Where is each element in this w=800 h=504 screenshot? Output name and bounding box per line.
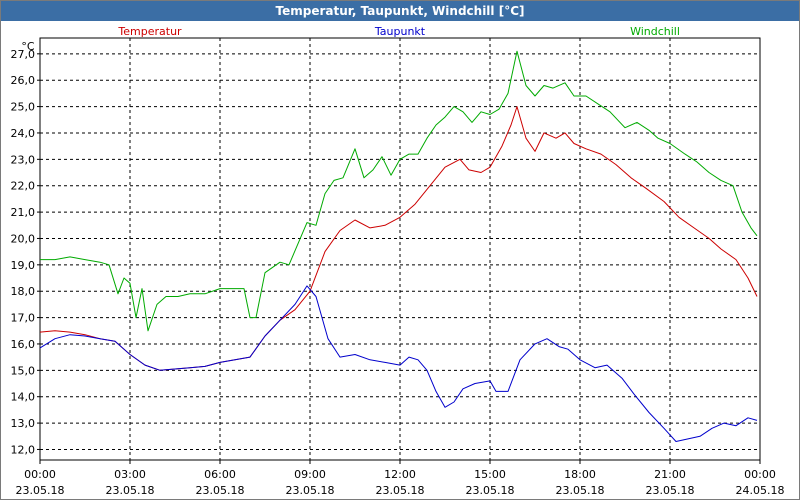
series-line-taupunkt — [39, 285, 758, 442]
x-tick-label-time: 18:00 — [564, 468, 596, 481]
y-tick-label: 20,0 — [11, 232, 36, 245]
x-tick-label-date: 24.05.18 — [736, 484, 785, 497]
x-tick-label-date: 23.05.18 — [376, 484, 425, 497]
x-tick-label-date: 23.05.18 — [286, 484, 335, 497]
x-tick-label-time: 15:00 — [474, 468, 506, 481]
x-tick-label-time: 09:00 — [294, 468, 326, 481]
y-tick-label: 14,0 — [11, 391, 36, 404]
y-tick-label: 13,0 — [11, 417, 36, 430]
y-tick-label: 26,0 — [11, 74, 36, 87]
y-tick-label: 21,0 — [11, 206, 36, 219]
x-tick-label-date: 23.05.18 — [646, 484, 695, 497]
x-tick-label-time: 03:00 — [114, 468, 146, 481]
x-tick-label-time: 21:00 — [654, 468, 686, 481]
y-tick-label: 12,0 — [11, 443, 36, 456]
labels-layer: 12,0 13,0 14,0 15,0 16,0 17,0 18,0 19,0 20,0 21,0… — [11, 25, 785, 497]
x-tick-label-date: 23.05.18 — [16, 484, 65, 497]
legend-label-taupunkt: Taupunkt — [374, 25, 426, 38]
y-tick-label: 15,0 — [11, 364, 36, 377]
series-lines-layer — [39, 50, 758, 442]
x-tick-label-date: 23.05.18 — [196, 484, 245, 497]
y-axis-label: °C — [21, 40, 35, 53]
chart-svg: 12,0 13,0 14,0 15,0 16,0 17,0 18,0 19,0 20,0 21,0… — [11, 25, 785, 497]
legend-label-windchill: Windchill — [630, 25, 680, 38]
y-tick-label: 23,0 — [11, 153, 36, 166]
legend-label-temperatur: Temperatur — [117, 25, 182, 38]
y-tick-label: 19,0 — [11, 259, 36, 272]
window-title: Temperatur, Taupunkt, Windchill [°C] — [1, 1, 799, 21]
series-line-windchill — [40, 50, 758, 332]
x-tick-label-date: 23.05.18 — [106, 484, 155, 497]
x-tick-label-time: 00:00 — [744, 468, 776, 481]
x-tick-label-time: 12:00 — [384, 468, 416, 481]
y-tick-label: 27,0 — [11, 48, 36, 61]
y-tick-label: 17,0 — [11, 312, 36, 325]
y-tick-label: 24,0 — [11, 127, 36, 140]
grid-layer — [37, 37, 761, 464]
y-tick-label: 16,0 — [11, 338, 36, 351]
y-tick-label: 22,0 — [11, 180, 36, 193]
x-tick-label-date: 23.05.18 — [466, 484, 515, 497]
x-tick-label-time: 06:00 — [204, 468, 236, 481]
y-tick-label: 18,0 — [11, 285, 36, 298]
y-tick-label: 25,0 — [11, 101, 36, 114]
chart-body: 12,0 13,0 14,0 15,0 16,0 17,0 18,0 19,0 20,0 21,0… — [2, 22, 798, 500]
x-tick-label-date: 23.05.18 — [556, 484, 605, 497]
x-tick-label-time: 00:00 — [24, 468, 56, 481]
